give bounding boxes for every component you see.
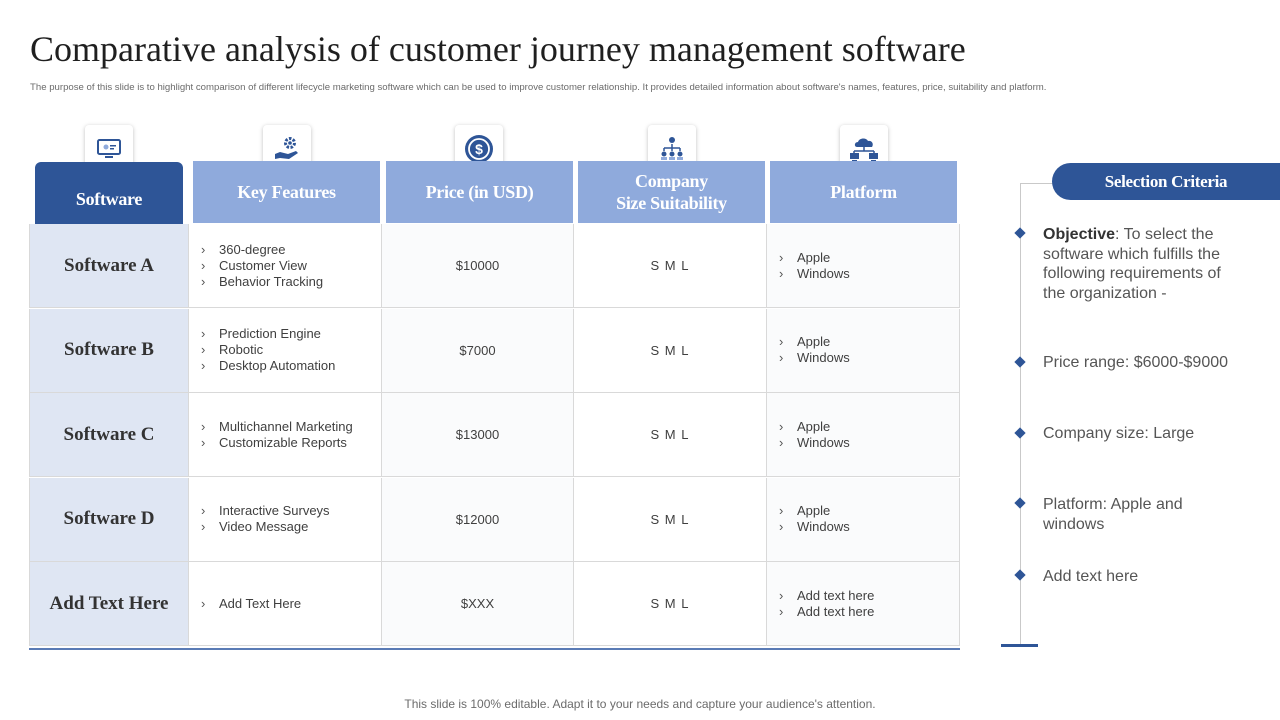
criteria-item-extra: Add text here: [1043, 568, 1139, 585]
platform-cell: AppleWindows: [767, 224, 960, 308]
bullet-diamond-icon: [1014, 356, 1026, 368]
objective-label: Objective: [1043, 226, 1116, 243]
platform-list: Add text hereAdd text here: [767, 588, 874, 620]
company-size-cell: S M L: [574, 477, 767, 562]
criteria-objective: Objective: To select the software which …: [1043, 225, 1228, 303]
feature-item: Desktop Automation: [201, 358, 335, 374]
features-list: 360-degreeCustomer ViewBehavior Tracking: [189, 242, 323, 290]
criteria-timeline-line: [1020, 183, 1021, 645]
header-company-size-line1: Company: [635, 171, 708, 191]
feature-item: Customizable Reports: [201, 435, 353, 451]
table-row: Software CMultichannel MarketingCustomiz…: [29, 393, 960, 478]
criteria-item-platform: Platform: Apple and windows: [1043, 496, 1183, 533]
platform-cell: AppleWindows: [767, 308, 960, 393]
company-size-cell: S M L: [574, 224, 767, 308]
company-size-cell: S M L: [574, 562, 767, 647]
features-list: Multichannel MarketingCustomizable Repor…: [189, 419, 353, 451]
platform-list: AppleWindows: [767, 250, 850, 282]
header-platform: Platform: [770, 161, 957, 223]
bullet-diamond-icon: [1014, 569, 1026, 581]
feature-item: Multichannel Marketing: [201, 419, 353, 435]
feature-item: Prediction Engine: [201, 326, 335, 342]
platform-item: Apple: [779, 250, 850, 266]
platform-list: AppleWindows: [767, 334, 850, 366]
feature-item: Add Text Here: [201, 596, 301, 612]
key-features-cell: Add Text Here: [189, 562, 382, 647]
platform-item: Add text here: [779, 604, 874, 620]
criteria-item-size: Company size: Large: [1043, 425, 1195, 442]
key-features-cell: Prediction EngineRoboticDesktop Automati…: [189, 308, 382, 393]
company-size-cell: S M L: [574, 308, 767, 393]
page-title: Comparative analysis of customer journey…: [30, 29, 966, 69]
svg-text:$: $: [475, 141, 483, 157]
key-features-cell: Interactive SurveysVideo Message: [189, 477, 382, 562]
platform-item: Windows: [779, 435, 850, 451]
features-list: Prediction EngineRoboticDesktop Automati…: [189, 326, 335, 374]
software-name-cell: Software D: [29, 477, 189, 562]
criteria-connector: [1020, 183, 1054, 184]
platform-item: Windows: [779, 519, 850, 535]
platform-item: Add text here: [779, 588, 874, 604]
platform-cell: Add text hereAdd text here: [767, 562, 960, 647]
criteria-baseline: [1001, 644, 1038, 647]
price-cell: $13000: [382, 393, 574, 478]
header-key-features: Key Features: [193, 161, 380, 223]
header-software: Software: [35, 162, 183, 224]
price-cell: $12000: [382, 477, 574, 562]
header-company-size: Company Size Suitability: [578, 161, 765, 223]
platform-item: Apple: [779, 334, 850, 350]
table-row: Software BPrediction EngineRoboticDeskto…: [29, 308, 960, 393]
header-company-size-line2: Size Suitability: [616, 193, 727, 213]
features-list: Add Text Here: [189, 596, 301, 612]
platform-item: Apple: [779, 419, 850, 435]
feature-item: 360-degree: [201, 242, 323, 258]
platform-item: Windows: [779, 266, 850, 282]
software-name-cell: Software B: [29, 308, 189, 393]
bullet-diamond-icon: [1014, 497, 1026, 509]
platform-list: AppleWindows: [767, 419, 850, 451]
platform-item: Windows: [779, 350, 850, 366]
key-features-cell: 360-degreeCustomer ViewBehavior Tracking: [189, 224, 382, 308]
table-row: Software A360-degreeCustomer ViewBehavio…: [29, 224, 960, 308]
selection-criteria-title: Selection Criteria: [1052, 163, 1280, 200]
platform-cell: AppleWindows: [767, 393, 960, 478]
feature-item: Customer View: [201, 258, 323, 274]
table-row: Software DInteractive SurveysVideo Messa…: [29, 477, 960, 562]
comparison-table: Software A360-degreeCustomer ViewBehavio…: [29, 224, 960, 650]
feature-item: Behavior Tracking: [201, 274, 323, 290]
header-price: Price (in USD): [386, 161, 573, 223]
feature-item: Video Message: [201, 519, 330, 535]
price-cell: $XXX: [382, 562, 574, 647]
bullet-diamond-icon: [1014, 427, 1026, 439]
software-name-cell: Add Text Here: [29, 562, 189, 647]
page-subtitle: The purpose of this slide is to highligh…: [30, 82, 1047, 93]
bullet-diamond-icon: [1014, 227, 1026, 239]
platform-cell: AppleWindows: [767, 477, 960, 562]
feature-item: Interactive Surveys: [201, 503, 330, 519]
features-list: Interactive SurveysVideo Message: [189, 503, 330, 535]
platform-list: AppleWindows: [767, 503, 850, 535]
software-name-cell: Software A: [29, 224, 189, 308]
company-size-cell: S M L: [574, 393, 767, 478]
objective-text: : To select the software which fulfills …: [1043, 226, 1221, 302]
price-cell: $10000: [382, 224, 574, 308]
platform-item: Apple: [779, 503, 850, 519]
criteria-item-price: Price range: $6000-$9000: [1043, 354, 1229, 371]
price-cell: $7000: [382, 308, 574, 393]
feature-item: Robotic: [201, 342, 335, 358]
key-features-cell: Multichannel MarketingCustomizable Repor…: [189, 393, 382, 478]
footer-note: This slide is 100% editable. Adapt it to…: [404, 697, 876, 711]
software-name-cell: Software C: [29, 393, 189, 478]
